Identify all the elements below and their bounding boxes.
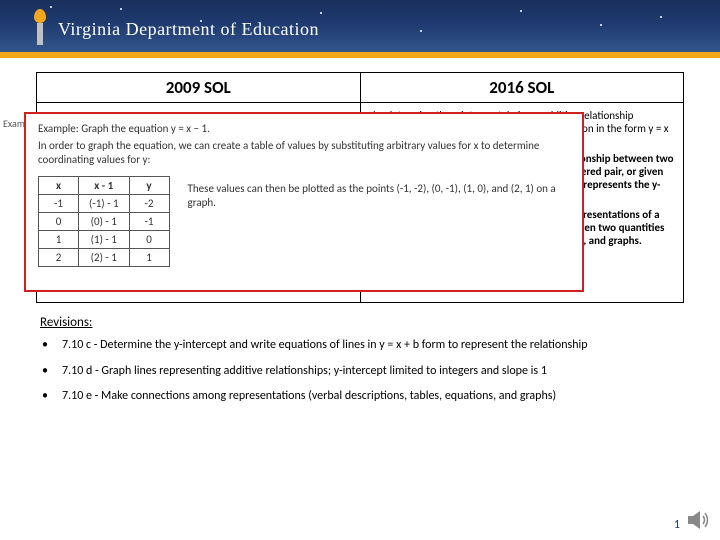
example-plot-text: These values can then be plotted as the … (188, 176, 570, 267)
example-overlay: Example: Graph the equation y = x − 1. I… (24, 112, 584, 292)
table-row: 1(1) - 10 (39, 230, 170, 248)
page-number: 1 (674, 518, 680, 532)
table-header: y (129, 176, 169, 194)
col-header-2009: 2009 SOL (37, 73, 361, 103)
revisions-section: Revisions: •7.10 c - Determine the y-int… (36, 315, 684, 405)
table-header: x (39, 176, 79, 194)
list-item: •7.10 e - Make connections among represe… (40, 389, 680, 405)
list-item: •7.10 c - Determine the y-intercept and … (40, 338, 680, 354)
table-row: -1(-1) - 1-2 (39, 194, 170, 212)
example-label: Exam (3, 117, 25, 130)
torch-icon (30, 9, 50, 49)
example-title: Example: Graph the equation y = x − 1. (38, 122, 570, 135)
speaker-icon[interactable] (684, 506, 712, 534)
table-header: x - 1 (79, 176, 130, 194)
col-header-2016: 2016 SOL (360, 73, 684, 103)
list-item: •7.10 d - Graph lines representing addit… (40, 364, 680, 380)
revisions-list: •7.10 c - Determine the y-intercept and … (40, 338, 680, 405)
header-band: Virginia Department of Education (0, 0, 720, 58)
value-table: x x - 1 y -1(-1) - 1-2 0(0) - 1-1 1(1) -… (38, 176, 170, 267)
example-desc: In order to graph the equation, we can c… (38, 139, 570, 168)
dept-name: Virginia Department of Education (58, 19, 319, 40)
table-row: 2(2) - 11 (39, 248, 170, 266)
table-row: 0(0) - 1-1 (39, 212, 170, 230)
revisions-title: Revisions: (40, 315, 680, 330)
